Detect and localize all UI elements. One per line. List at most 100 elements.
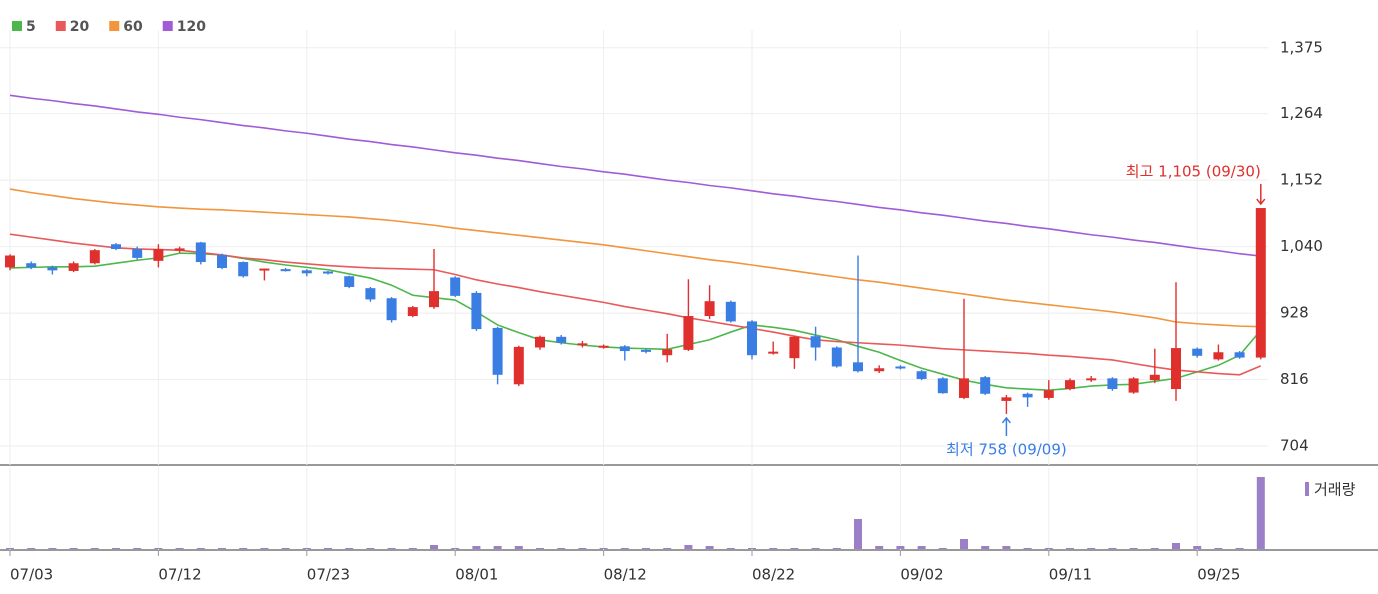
volume-bar bbox=[705, 546, 714, 549]
annotation-arrow bbox=[1256, 184, 1266, 206]
x-tick-label: 09/02 bbox=[900, 566, 943, 584]
x-tick-label: 07/12 bbox=[158, 566, 201, 584]
volume-bar bbox=[1256, 477, 1265, 549]
volume-bar bbox=[981, 546, 990, 549]
candle-body bbox=[386, 298, 397, 321]
candle-body bbox=[89, 250, 100, 264]
volume-bar bbox=[875, 546, 884, 549]
volume-bar bbox=[27, 548, 36, 549]
candle-body bbox=[535, 336, 545, 348]
candle-body bbox=[831, 347, 842, 367]
volume-bar bbox=[726, 548, 735, 549]
candle-body bbox=[513, 346, 524, 385]
candle-body bbox=[789, 336, 800, 359]
candle-body bbox=[238, 262, 249, 277]
volume-bar bbox=[578, 548, 587, 549]
volume-legend-swatch bbox=[1305, 482, 1309, 496]
volume-bar bbox=[175, 548, 184, 549]
volume-bar bbox=[472, 546, 481, 549]
volume-bar bbox=[663, 548, 672, 549]
candle-body bbox=[937, 378, 948, 394]
volume-bar bbox=[960, 539, 968, 549]
legend-label: 5 bbox=[26, 19, 36, 35]
volume-bar bbox=[133, 548, 142, 549]
x-tick-label: 09/11 bbox=[1049, 566, 1092, 584]
candle-body bbox=[68, 263, 79, 271]
volume-bar bbox=[90, 548, 99, 549]
legend-label: 60 bbox=[123, 19, 143, 35]
volume-bar bbox=[1023, 548, 1032, 549]
candle-body bbox=[704, 301, 715, 317]
x-tick-label: 08/22 bbox=[752, 566, 795, 584]
candle-body bbox=[556, 336, 567, 343]
volume-bar bbox=[854, 519, 862, 549]
candle-body bbox=[280, 269, 291, 272]
candle-body bbox=[471, 292, 482, 330]
volume-bar bbox=[324, 548, 332, 549]
candle-body bbox=[365, 288, 376, 300]
candle-body bbox=[259, 268, 270, 271]
volume-bar bbox=[430, 545, 438, 549]
candle-body bbox=[959, 378, 969, 398]
candle-body bbox=[153, 248, 164, 261]
volume-bar bbox=[1108, 548, 1117, 549]
candle-body bbox=[195, 242, 206, 263]
candle-body bbox=[1192, 348, 1203, 356]
volume-bar bbox=[620, 548, 629, 549]
y-tick-label: 1,040 bbox=[1280, 237, 1323, 255]
ma-line bbox=[9, 94, 1261, 257]
volume-bar bbox=[1002, 546, 1011, 549]
volume-legend-label: 거래량 bbox=[1314, 481, 1356, 499]
volume-bar bbox=[917, 546, 926, 549]
annotation: 최고 1,105 (09/30) bbox=[1126, 163, 1261, 181]
candle-body bbox=[641, 349, 651, 352]
volume-bar bbox=[451, 548, 460, 549]
volume-bar bbox=[536, 548, 544, 549]
candle-body bbox=[1107, 378, 1118, 390]
volume-bar bbox=[642, 548, 650, 549]
candle-body bbox=[132, 248, 143, 258]
candle-body bbox=[492, 327, 503, 375]
volume-bar bbox=[1087, 548, 1096, 549]
candle-body bbox=[619, 346, 630, 352]
candle-body bbox=[598, 345, 609, 348]
candle-body bbox=[5, 255, 15, 268]
annotation: 최저 758 (09/09) bbox=[946, 440, 1067, 458]
candle-body bbox=[429, 291, 439, 308]
volume-bar bbox=[218, 548, 226, 549]
candle-body bbox=[916, 371, 927, 379]
candle-body bbox=[683, 316, 694, 350]
ma-line bbox=[9, 188, 1261, 328]
candle-body bbox=[725, 301, 736, 322]
legend: 5 20 60 120 bbox=[12, 19, 206, 35]
volume-bar bbox=[196, 548, 205, 549]
candle-body bbox=[853, 362, 863, 372]
y-tick-label: 1,152 bbox=[1280, 171, 1323, 189]
volume-bar bbox=[1150, 548, 1159, 549]
volume-bar bbox=[493, 546, 502, 549]
volume-bar bbox=[112, 548, 120, 549]
volume-bar bbox=[302, 548, 311, 549]
volume-bar bbox=[1129, 548, 1138, 549]
volume-bar bbox=[938, 548, 947, 549]
candle-body bbox=[1022, 393, 1033, 398]
volume-bar bbox=[69, 548, 78, 549]
volume-bar bbox=[154, 548, 163, 549]
volume-bar bbox=[896, 546, 905, 549]
candle-body bbox=[874, 368, 885, 372]
candle-body bbox=[577, 343, 588, 346]
x-tick-label: 07/23 bbox=[307, 566, 350, 584]
volume-bar bbox=[790, 548, 799, 549]
volume-bar bbox=[811, 548, 820, 549]
volume-bar bbox=[1214, 548, 1223, 549]
legend-swatch bbox=[55, 21, 66, 31]
candle-body bbox=[1255, 208, 1266, 358]
volume-bar bbox=[557, 548, 566, 549]
volume-bar bbox=[366, 548, 375, 549]
candle-body bbox=[747, 321, 757, 356]
candle-body bbox=[1086, 378, 1097, 381]
candle-body bbox=[111, 244, 121, 249]
volume-bar bbox=[281, 548, 290, 549]
